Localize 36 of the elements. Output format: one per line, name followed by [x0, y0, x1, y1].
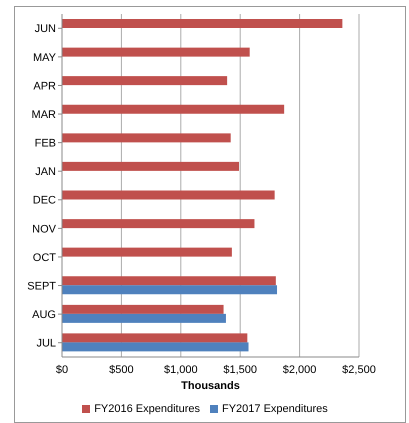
y-tick-label: DEC — [32, 194, 56, 207]
y-tick-label: JUL — [36, 338, 56, 350]
y-tick-label: APR — [33, 80, 56, 92]
bar — [62, 104, 284, 114]
bar — [62, 304, 224, 314]
bar — [62, 285, 278, 294]
bar — [62, 76, 228, 86]
x-tick-label: $2,000 — [282, 364, 316, 376]
bar — [62, 48, 250, 57]
x-tick-label: $0 — [56, 364, 68, 376]
y-tick-label: AUG — [32, 309, 56, 322]
x-tick-label: $1,000 — [164, 364, 198, 376]
x-tick-label: $1,500 — [223, 364, 258, 376]
y-tick-label: JAN — [35, 166, 56, 178]
bar — [62, 314, 226, 323]
y-tick-label: JUN — [34, 23, 56, 36]
legend-label: FY2017 Expenditures — [222, 403, 328, 415]
bar — [62, 190, 275, 200]
y-tick-label: MAR — [32, 108, 56, 121]
bar — [62, 219, 254, 228]
y-tick-label: OCT — [32, 252, 56, 264]
bar — [62, 133, 231, 142]
bar — [62, 19, 342, 28]
legend-label: FY2016 Expenditures — [94, 403, 200, 415]
y-tick-label: NOV — [32, 223, 57, 236]
x-axis-title: Thousands — [181, 380, 240, 392]
bar — [62, 162, 240, 171]
bar — [62, 248, 232, 257]
y-tick-label: MAY — [32, 52, 57, 64]
bar — [62, 342, 249, 352]
bar — [62, 333, 248, 342]
bar — [62, 276, 276, 286]
x-tick-label: $2,500 — [342, 364, 376, 376]
y-tick-label: FEB — [34, 138, 56, 150]
x-tick-label: $500 — [109, 364, 134, 376]
y-tick-label: SEPT — [27, 280, 56, 292]
